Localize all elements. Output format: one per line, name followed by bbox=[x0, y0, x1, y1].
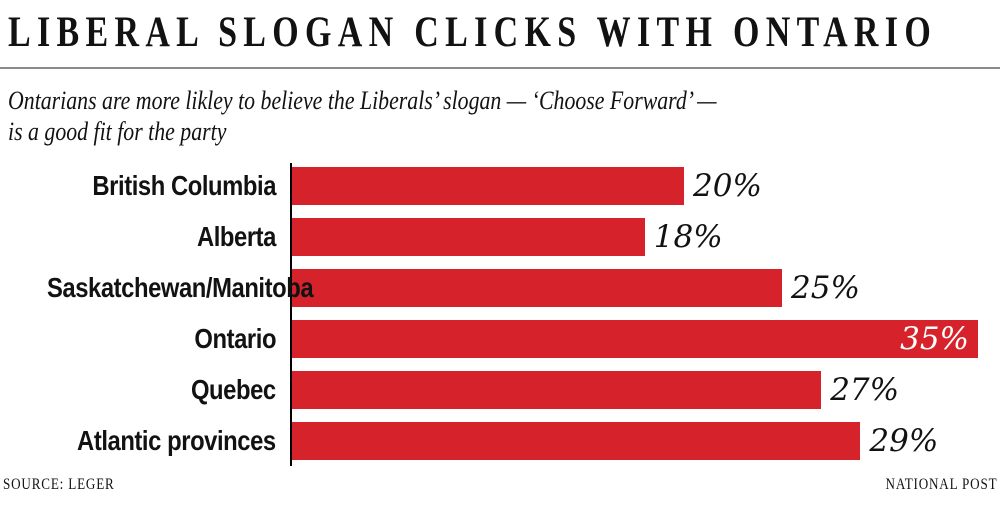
chart-subtitle-line1: Ontarians are more likley to believe the… bbox=[8, 86, 717, 115]
category-label-text: Saskatchewan/Manitoba bbox=[46, 272, 314, 303]
bar bbox=[292, 218, 645, 256]
title-divider bbox=[0, 67, 1000, 69]
value-label: 27% bbox=[830, 372, 900, 408]
category-label: Saskatchewan/Manitoba bbox=[0, 272, 314, 304]
bar-track: 25% bbox=[292, 269, 1000, 307]
bar-track: 18% bbox=[292, 218, 1000, 256]
chart-row: Alberta 18% bbox=[0, 218, 1000, 256]
chart-rows: British Columbia 20% Alberta 18% Saskatchewa… bbox=[0, 167, 1000, 473]
value-label: 18% bbox=[653, 219, 723, 255]
bar bbox=[292, 371, 822, 409]
bar: 35% bbox=[292, 320, 978, 358]
bar-track: 27% bbox=[292, 371, 1000, 409]
chart-row: Saskatchewan/Manitoba 25% bbox=[0, 269, 1000, 307]
value-label: 35% bbox=[900, 321, 969, 357]
value-label: 25% bbox=[791, 270, 860, 306]
category-label-text: Quebec bbox=[191, 374, 276, 405]
category-label: Alberta bbox=[0, 221, 276, 253]
category-label-text: Atlantic provinces bbox=[77, 425, 276, 456]
bar-track: 29% bbox=[292, 422, 1000, 460]
category-label: Quebec bbox=[0, 374, 276, 406]
footer: SOURCE: LEGER NATIONAL POST bbox=[0, 476, 1000, 494]
page-title: LIBERAL SLOGAN CLICKS WITH ONTARIO bbox=[8, 9, 938, 56]
category-label: Atlantic provinces bbox=[0, 425, 276, 457]
category-label-text: Ontario bbox=[194, 323, 276, 354]
y-axis-line bbox=[290, 163, 292, 466]
bar-track: 20% bbox=[292, 167, 1000, 205]
chart-subtitle: Ontarians are more likley to believe the… bbox=[8, 85, 717, 147]
bar-chart: British Columbia 20% Alberta 18% Saskatchewa… bbox=[0, 163, 1000, 466]
chart-subtitle-line2: is a good fit for the party bbox=[8, 117, 227, 146]
category-label-text: Alberta bbox=[196, 221, 276, 252]
source-label: SOURCE: LEGER bbox=[3, 476, 115, 493]
bar-track: 35% bbox=[292, 320, 1000, 358]
chart-row: British Columbia 20% bbox=[0, 167, 1000, 205]
category-label: Ontario bbox=[0, 323, 276, 355]
credit-label: NATIONAL POST bbox=[885, 476, 997, 493]
chart-row: Atlantic provinces 29% bbox=[0, 422, 1000, 460]
value-label: 29% bbox=[869, 423, 939, 459]
bar bbox=[292, 269, 782, 307]
chart-row: Quebec 27% bbox=[0, 371, 1000, 409]
bar bbox=[292, 422, 861, 460]
category-label-text: British Columbia bbox=[92, 170, 276, 201]
chart-row: Ontario 35% bbox=[0, 320, 1000, 358]
category-label: British Columbia bbox=[0, 170, 276, 202]
bar bbox=[292, 167, 684, 205]
value-label: 20% bbox=[693, 168, 762, 204]
